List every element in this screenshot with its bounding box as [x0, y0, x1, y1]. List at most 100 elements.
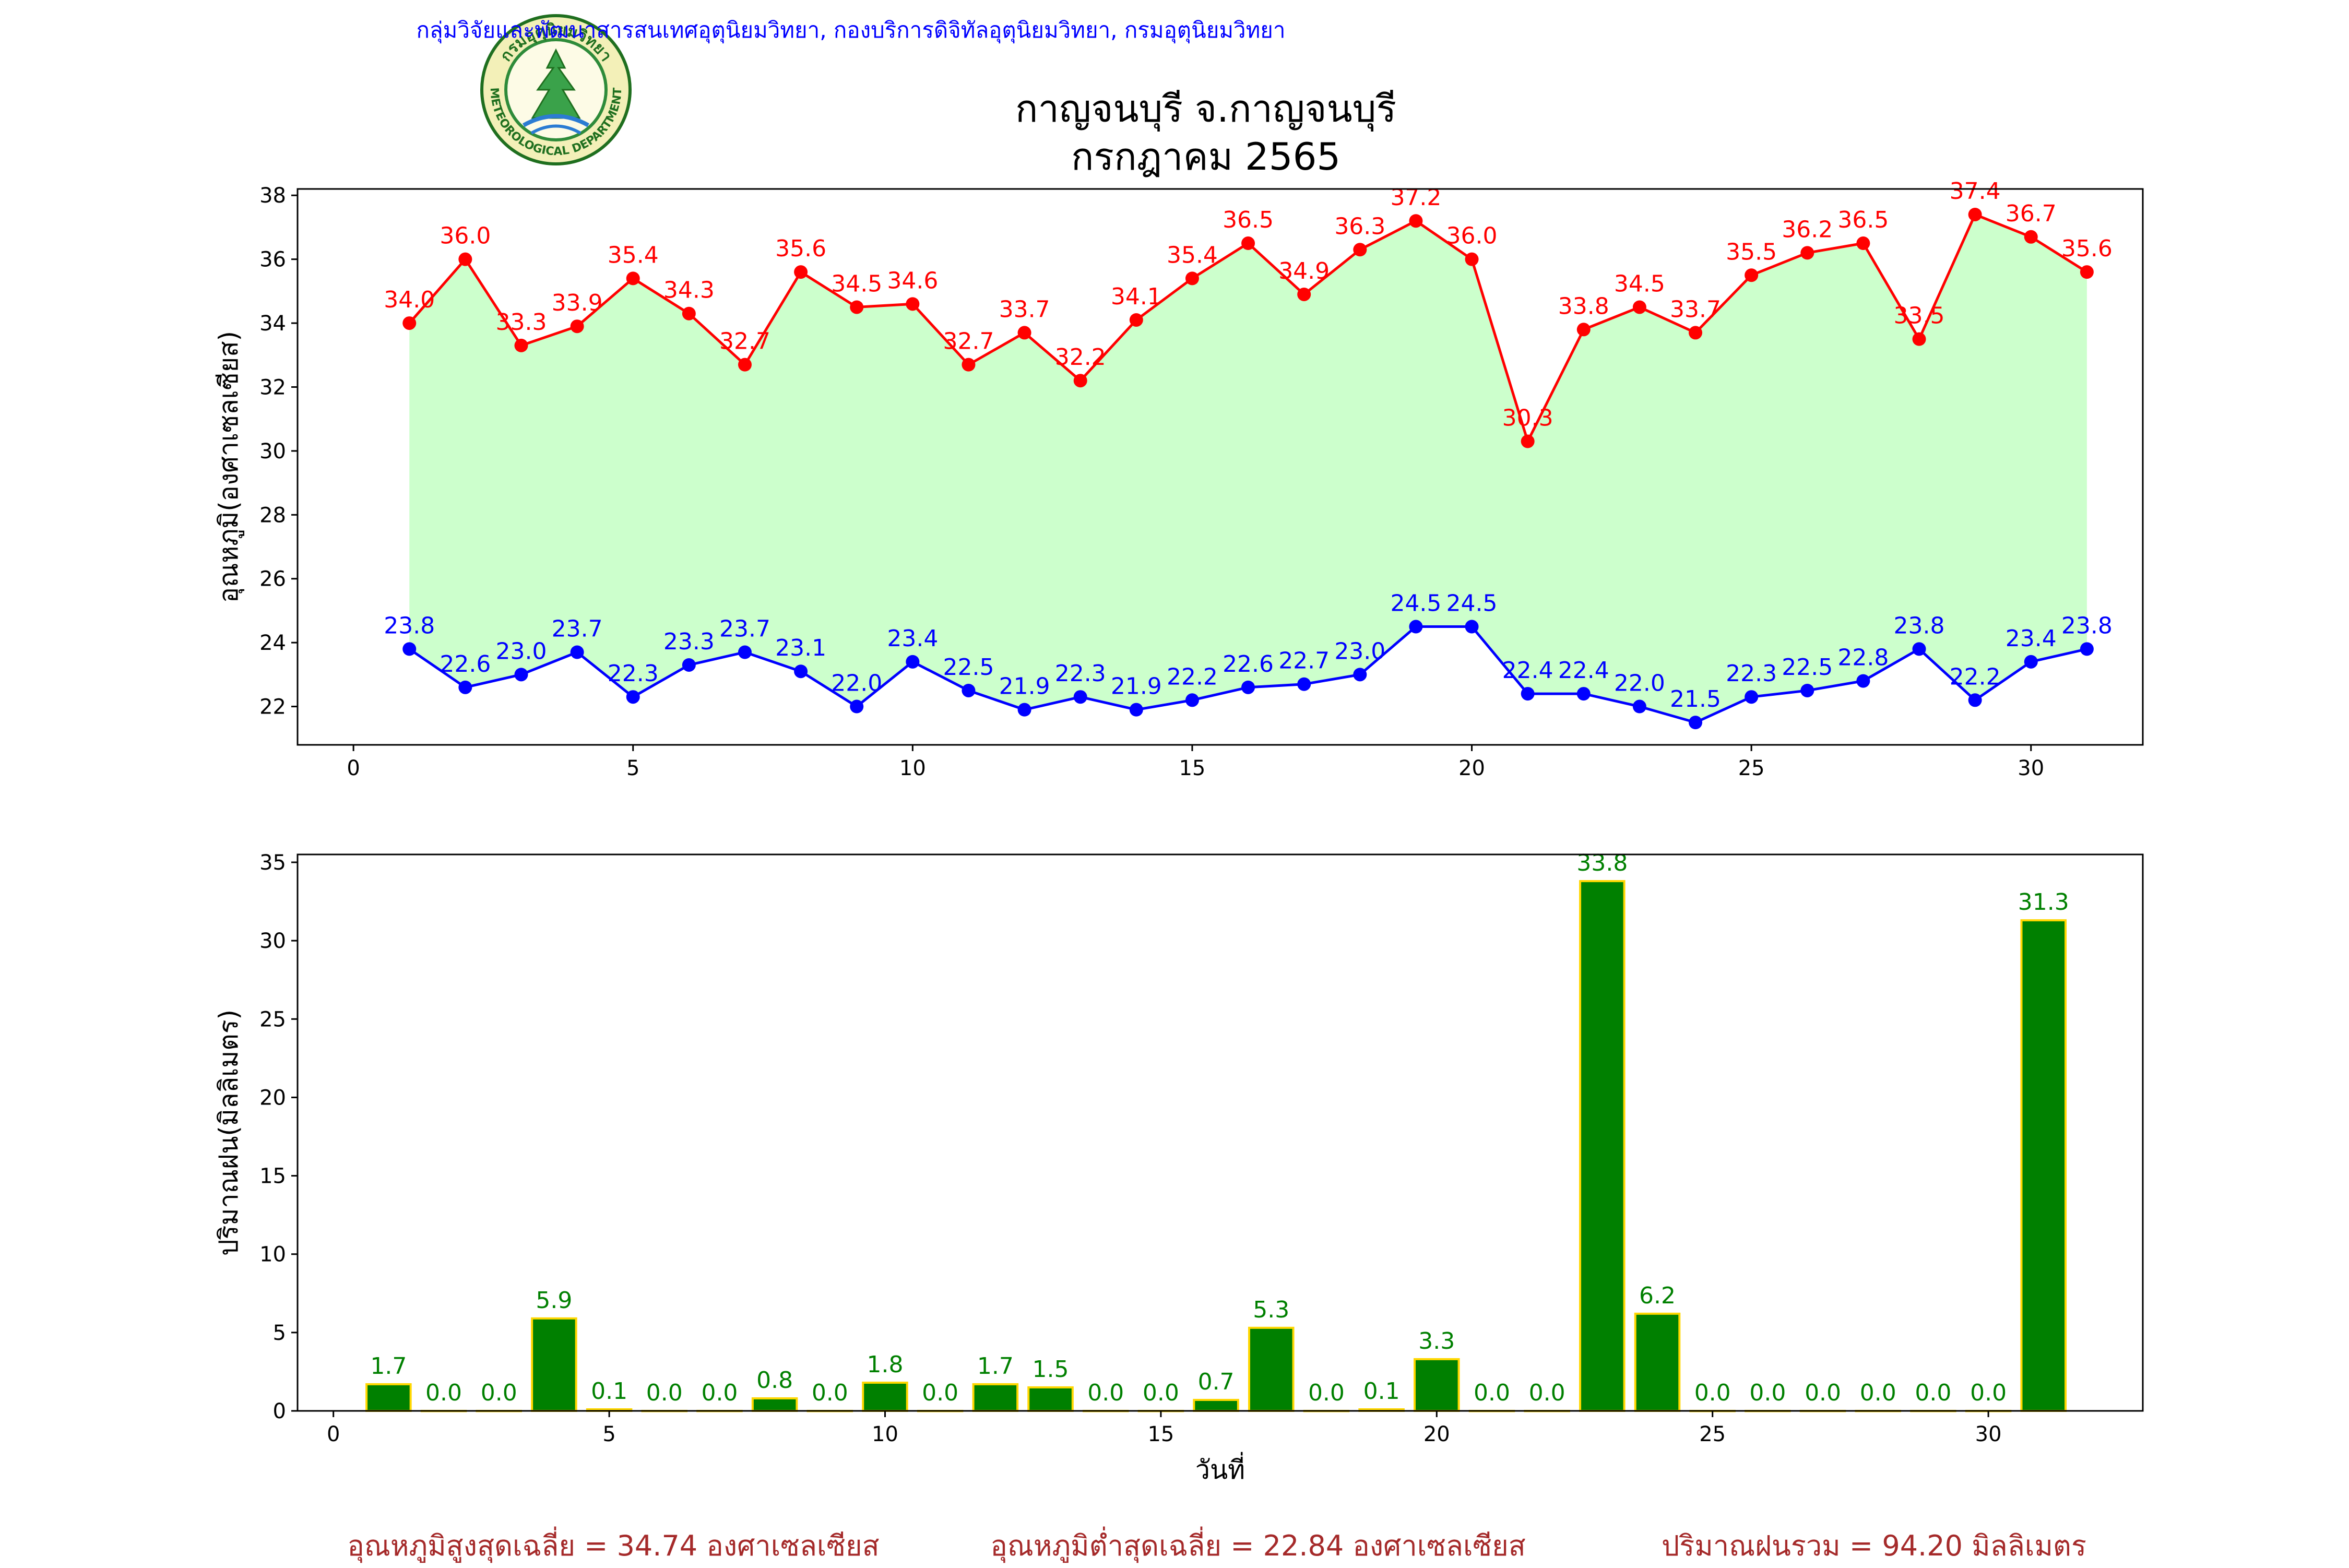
min-temperature-label: 23.1 [775, 635, 826, 661]
x-tick-label: 0 [347, 756, 360, 780]
rainfall-bar [1193, 1398, 1239, 1412]
min-temperature-label: 21.9 [999, 673, 1050, 700]
rainfall-bar-label: 0.0 [1915, 1380, 1951, 1406]
max-temperature-point [1856, 236, 1870, 251]
rainfall-bar [1027, 1386, 1074, 1412]
y-tick-label: 30 [259, 929, 286, 953]
max-temperature-point [570, 319, 584, 334]
rainfall-bar-label: 0.1 [591, 1378, 627, 1405]
rainfall-bar-label: 0.0 [1308, 1380, 1345, 1406]
rainfall-bar [1248, 1326, 1295, 1412]
rainfall-bar-label: 31.3 [2018, 889, 2069, 916]
max-temperature-point [1521, 434, 1535, 448]
summary-avg-min: อุณหภูมิต่ำสุดเฉลี่ย = 22.84 องศาเซลเซีย… [990, 1526, 1525, 1563]
max-temperature-point [1745, 268, 1759, 282]
rainfall-plot-frame [296, 853, 2144, 1412]
rainfall-y-axis-label: ปริมาณฝน(มิลลิเมตร) [213, 1009, 244, 1256]
x-tick-label: 25 [1738, 756, 1765, 780]
rainfall-bar-label: 1.7 [977, 1353, 1014, 1380]
max-temperature-label: 36.5 [1837, 207, 1889, 233]
min-temperature-point [2080, 642, 2094, 656]
min-temperature-point [626, 690, 640, 704]
min-temperature-point [1576, 687, 1591, 701]
max-temperature-label: 32.7 [719, 328, 770, 355]
min-temperature-label: 22.2 [1167, 663, 1218, 690]
max-temperature-label: 35.4 [608, 242, 659, 268]
x-tick-label: 25 [1699, 1422, 1726, 1446]
max-temperature-point [1297, 287, 1311, 301]
max-temperature-point [458, 252, 472, 266]
min-temperature-point [1521, 687, 1535, 701]
x-tick-label: 30 [1975, 1422, 2002, 1446]
department-logo: กรมอุตุนิยมวิทยา METEOROLOGICAL DEPARTME… [480, 14, 632, 165]
x-tick-label: 10 [872, 1422, 898, 1446]
min-temperature-label: 22.3 [608, 660, 659, 687]
min-temperature-point [738, 645, 752, 659]
min-temperature-point [1353, 668, 1367, 682]
x-tick-label: 30 [2018, 756, 2044, 780]
rainfall-bar [972, 1383, 1019, 1412]
min-temperature-label: 22.4 [1502, 657, 1553, 684]
min-temperature-label: 22.3 [1055, 660, 1106, 687]
summary-total-rain: ปริมาณฝนรวม = 94.20 มิลลิเมตร [1662, 1529, 2086, 1562]
rainfall-bar-label: 5.3 [1253, 1297, 1289, 1323]
min-temperature-point [1185, 693, 1199, 707]
max-temperature-point [682, 306, 696, 320]
max-temperature-label: 36.5 [1223, 207, 1274, 233]
max-temperature-point [1241, 236, 1255, 251]
min-temperature-label: 22.8 [1837, 645, 1889, 671]
agency-line: กลุ่มวิจัยและพัฒนาสารสนเทศอุตุนิยมวิทยา,… [416, 17, 1285, 44]
x-tick-label: 20 [1423, 1422, 1450, 1446]
max-temperature-label: 36.7 [2006, 200, 2057, 227]
rainfall-bar [365, 1383, 412, 1412]
rainfall-bar-label: 0.0 [1860, 1380, 1896, 1406]
min-temperature-label: 22.5 [943, 654, 994, 681]
y-tick-label: 35 [259, 851, 286, 875]
temperature-y-axis-label: อุณหภูมิ(องศาเซลเซียส) [213, 331, 244, 603]
rainfall-bar-label: 0.1 [1363, 1378, 1400, 1405]
max-temperature-point [626, 271, 640, 286]
max-temperature-label: 36.0 [440, 223, 491, 250]
temperature-range-fill [409, 214, 2087, 723]
min-temperature-point [1745, 690, 1759, 704]
rainfall-bar-label: 0.0 [1694, 1380, 1731, 1406]
y-tick-label: 30 [259, 439, 286, 464]
min-temperature-point [850, 699, 864, 714]
max-temperature-point [794, 265, 808, 279]
max-temperature-label: 34.5 [831, 270, 882, 297]
rainfall-bar [1634, 1312, 1681, 1412]
max-temperature-point [1409, 214, 1423, 228]
rainfall-bar-label: 0.0 [425, 1380, 462, 1406]
rainfall-bar-label: 0.0 [646, 1380, 683, 1406]
x-tick-label: 15 [1179, 756, 1205, 780]
y-tick-label: 15 [259, 1165, 286, 1189]
min-temperature-label: 23.7 [552, 616, 603, 643]
max-temperature-point [1465, 252, 1479, 266]
min-temperature-label: 23.3 [663, 628, 715, 655]
max-temperature-point [738, 358, 752, 372]
y-tick-label: 24 [259, 631, 286, 655]
rainfall-bar-label: 1.7 [370, 1353, 407, 1380]
min-temperature-point [514, 668, 528, 682]
rainfall-bar [1579, 880, 1626, 1412]
y-tick-label: 25 [259, 1007, 286, 1031]
y-tick-label: 10 [259, 1243, 286, 1267]
rainfall-x-axis-label: วันที่ [1195, 1452, 1245, 1485]
min-temperature-point [794, 664, 808, 679]
max-temperature-label: 35.6 [2061, 235, 2113, 262]
max-temperature-label: 33.7 [999, 296, 1050, 323]
x-tick-label: 20 [1458, 756, 1485, 780]
max-temperature-label: 34.0 [384, 287, 435, 313]
min-temperature-label: 22.0 [1614, 670, 1665, 697]
min-temperature-label: 24.5 [1390, 590, 1441, 617]
min-temperature-label: 22.2 [1950, 663, 2001, 690]
max-temperature-label: 35.6 [775, 235, 826, 262]
max-temperature-point [1353, 243, 1367, 257]
y-tick-label: 38 [259, 184, 286, 208]
rainfall-plot: 1.7 0.0 0.0 5.9 0.1 0.0 0.0 0.8 0.0 1.8 0.0 1.7 1.5 0… [213, 850, 2144, 1485]
max-temperature-point [962, 358, 976, 372]
min-temperature-label: 22.5 [1782, 654, 1833, 681]
chart-title-line2: กรกฎาคม 2565 [1071, 135, 1340, 179]
